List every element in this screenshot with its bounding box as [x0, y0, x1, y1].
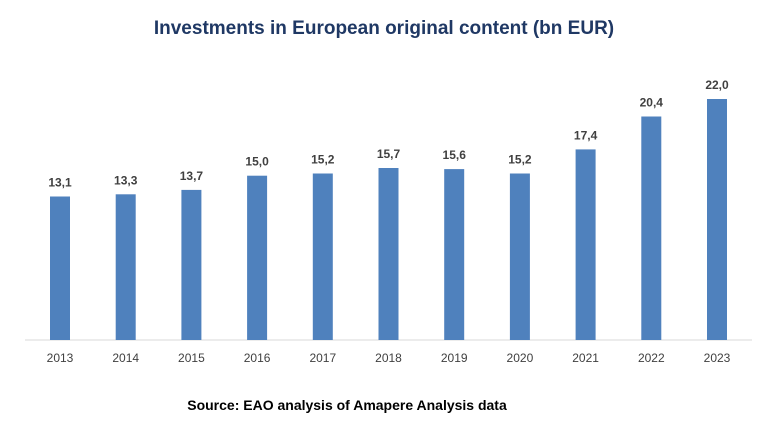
bar-2023: [707, 99, 727, 340]
bars-group: [50, 99, 727, 340]
x-tick-label-2015: 2015: [178, 351, 205, 365]
bar-2021: [575, 149, 596, 340]
bar-2016: [247, 175, 268, 340]
value-label-2021: 17,4: [574, 128, 598, 142]
x-tick-label-2019: 2019: [441, 351, 468, 365]
bar-2022: [641, 116, 662, 340]
bar-2017: [312, 173, 333, 340]
bar-2014: [115, 194, 136, 340]
value-label-2013: 13,1: [48, 176, 72, 190]
value-label-2023: 22,0: [705, 78, 729, 92]
x-tick-label-2018: 2018: [375, 351, 402, 365]
x-tick-labels-group: 2013 2014 2015 2016 2017 2018 2019 2020 2021 2022…: [47, 351, 731, 365]
value-label-2019: 15,6: [443, 148, 467, 162]
value-label-2015: 13,7: [180, 169, 204, 183]
chart-title: Investments in European original content…: [153, 18, 615, 39]
value-label-2017: 15,2: [311, 153, 335, 167]
source-note: Source: EAO analysis of Amapere Analysis…: [187, 397, 507, 413]
x-tick-label-2017: 2017: [309, 351, 336, 365]
value-labels-group: 13,1 13,3 13,7 15,0 15,2 15,7 15,6 15,2 17,4 20,4…: [48, 78, 729, 190]
x-tick-label-2020: 2020: [507, 351, 534, 365]
bar-2019: [444, 169, 465, 340]
x-tick-label-2016: 2016: [244, 351, 271, 365]
x-tick-label-2023: 2023: [704, 351, 731, 365]
bar-2018: [378, 168, 399, 340]
x-tick-label-2014: 2014: [112, 351, 139, 365]
x-tick-label-2022: 2022: [638, 351, 665, 365]
bar-2013: [50, 196, 70, 340]
x-tick-label-2021: 2021: [572, 351, 599, 365]
value-label-2018: 15,7: [377, 147, 401, 161]
bar-2015: [181, 189, 202, 340]
value-label-2016: 15,0: [245, 155, 269, 169]
bar-2020: [509, 173, 530, 340]
value-label-2022: 20,4: [640, 96, 664, 110]
x-tick-label-2013: 2013: [47, 351, 74, 365]
value-label-2020: 15,2: [508, 153, 532, 167]
value-label-2014: 13,3: [114, 173, 138, 187]
